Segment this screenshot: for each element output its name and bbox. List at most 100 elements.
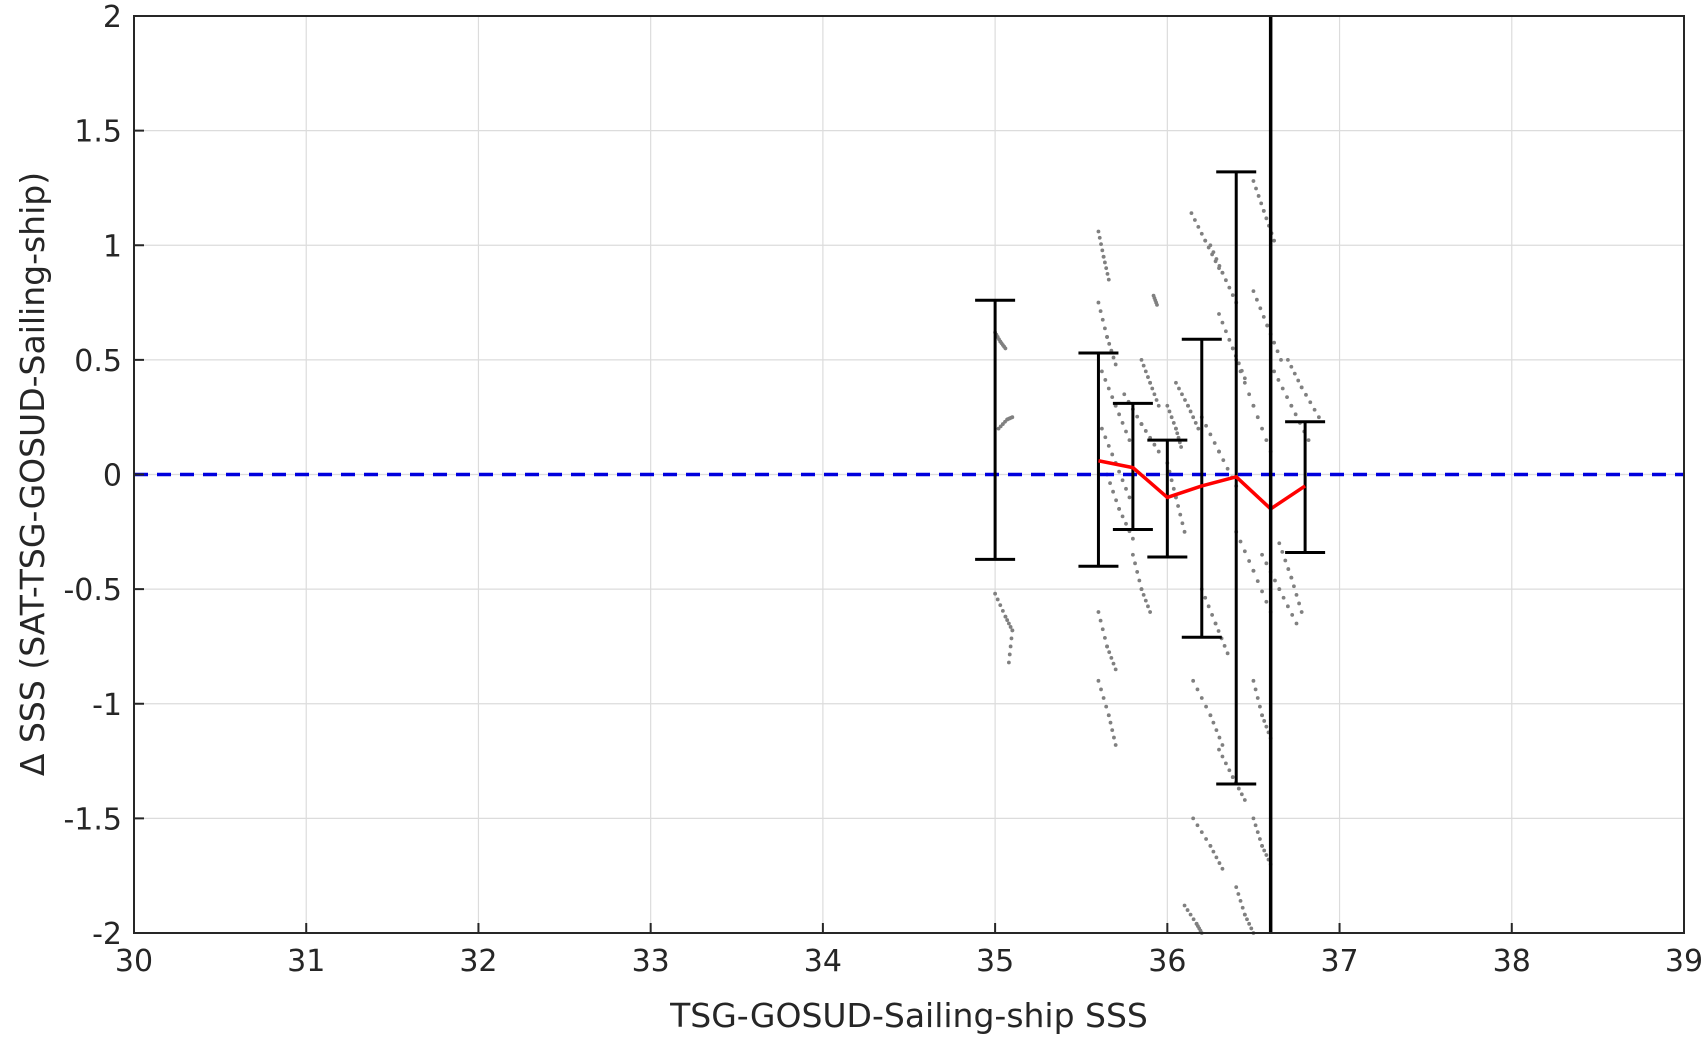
scatter-point	[1199, 696, 1204, 700]
scatter-point	[1214, 257, 1219, 261]
scatter-point	[1100, 317, 1105, 322]
scatter-point	[1294, 621, 1299, 626]
scatter-point	[1171, 486, 1176, 491]
y-tick-label: 0	[103, 459, 122, 494]
scatter-point	[1242, 549, 1247, 554]
scatter-point	[1273, 578, 1277, 583]
scatter-point	[1293, 412, 1298, 417]
scatter-point	[1174, 426, 1178, 431]
scatter-point	[1100, 248, 1105, 253]
scatter-point	[1239, 792, 1244, 797]
scatter-point	[1216, 629, 1221, 633]
scatter-point	[1156, 403, 1161, 408]
scatter-point	[1177, 386, 1181, 391]
scatter-point	[1242, 798, 1247, 802]
scatter-point	[1195, 823, 1200, 828]
x-tick-label: 39	[1665, 944, 1703, 979]
scatter-point	[1281, 595, 1286, 600]
scatter-point	[1009, 636, 1014, 641]
scatter-point	[1276, 378, 1281, 382]
scatter-point	[1106, 386, 1111, 391]
scatter-point	[1299, 385, 1304, 390]
scatter-point	[1299, 610, 1304, 614]
scatter-point	[1251, 289, 1256, 293]
scatter-point	[1283, 558, 1288, 563]
scatter-point	[1258, 837, 1262, 841]
scatter-point	[1255, 415, 1260, 420]
scatter-point	[1188, 912, 1193, 917]
scatter-point	[1280, 549, 1285, 554]
scatter-point	[1234, 885, 1239, 890]
scatter-point	[1191, 917, 1196, 922]
scatter-point	[1277, 587, 1282, 592]
scatter-point	[1007, 652, 1012, 657]
scatter-point	[1253, 823, 1258, 828]
scatter-point	[1103, 326, 1107, 331]
scatter-point	[1251, 403, 1256, 408]
scatter-point	[1104, 266, 1109, 271]
scatter-point	[1111, 489, 1115, 494]
scatter-point	[1185, 908, 1190, 912]
scatter-point	[1272, 238, 1277, 243]
scatter-point	[1154, 398, 1159, 402]
error-bar	[1078, 351, 1119, 568]
scatter-point	[1148, 610, 1153, 614]
scatter-point	[1285, 604, 1290, 609]
scatter-point	[1264, 561, 1269, 566]
scatter-point	[1191, 678, 1196, 683]
scatter-point	[1191, 816, 1196, 821]
scatter-point	[1249, 926, 1254, 931]
x-tick-label: 37	[1320, 944, 1358, 979]
scatter-point	[1176, 504, 1180, 508]
scatter-point	[1006, 660, 1011, 665]
scatter-point	[1261, 208, 1266, 213]
scatter-point	[1259, 201, 1264, 206]
x-axis-ticks: 30 31 32 33 34 35 36 37 38 39	[115, 923, 1703, 979]
scatter-point	[1097, 235, 1102, 240]
scatter-point	[1214, 855, 1219, 860]
scatter-point	[1155, 302, 1159, 307]
scatter-point	[1146, 604, 1150, 609]
scatter-point	[1146, 375, 1150, 379]
scatter-point	[993, 591, 998, 596]
scatter-point	[1099, 687, 1103, 692]
scatter-point	[1221, 458, 1226, 463]
scatter-point	[1217, 263, 1222, 268]
scatter-point	[1256, 194, 1261, 198]
error-bars	[975, 170, 1326, 786]
scatter-point	[1220, 270, 1225, 275]
scatter-point	[1203, 595, 1208, 600]
scatter-point	[1148, 380, 1153, 385]
y-tick-label: 0.5	[74, 344, 122, 379]
y-tick-label: -1	[92, 688, 122, 723]
scatter-point	[1130, 536, 1135, 541]
scatter-point	[1104, 704, 1109, 709]
scatter-point	[1174, 380, 1178, 385]
scatter-point	[1211, 720, 1216, 725]
scatter-point	[1107, 650, 1112, 655]
scatter-point	[1096, 678, 1101, 683]
scatter-point	[1211, 250, 1216, 255]
scatter-point	[1167, 409, 1172, 414]
scatter-point	[1220, 754, 1225, 759]
scatter-point	[995, 597, 1000, 602]
scatter-point	[1225, 651, 1230, 656]
scatter-point	[1203, 238, 1208, 243]
scatter-point	[1117, 469, 1122, 474]
scatter-point	[1214, 728, 1219, 733]
scatter-point	[1003, 614, 1008, 619]
scatter-point	[1213, 621, 1218, 626]
scatter-point	[1260, 843, 1264, 848]
scatter-point	[1103, 260, 1107, 265]
scatter-point	[1101, 254, 1106, 259]
error-bar	[975, 298, 1016, 561]
scatter-point	[1223, 761, 1228, 766]
scatter-point	[1264, 853, 1269, 857]
y-tick-label: -2	[92, 917, 122, 952]
scatter-point	[1103, 435, 1108, 440]
scatter-point	[1206, 604, 1211, 609]
scatter-point	[1261, 314, 1266, 319]
scatter-point	[1169, 415, 1174, 420]
scatter-point	[1191, 415, 1196, 420]
